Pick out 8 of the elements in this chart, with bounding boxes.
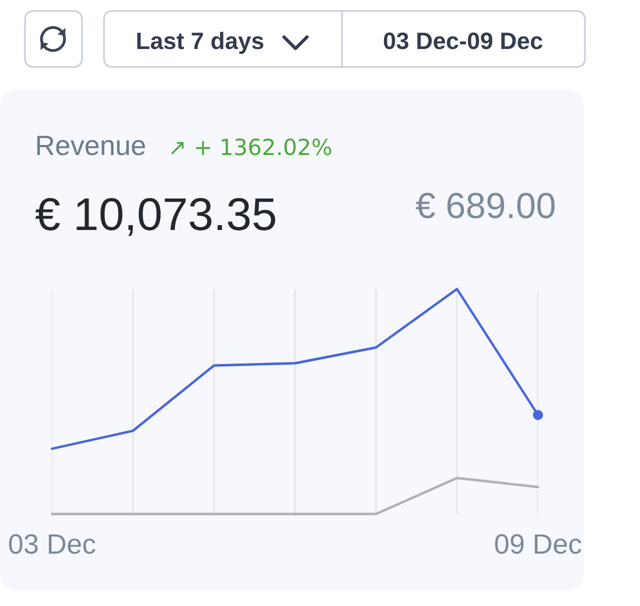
x-tick-label: 09 Dec <box>495 534 582 554</box>
text: € 10,073.35 <box>35 198 276 236</box>
text: 03 Dec-09 Dec <box>384 32 542 50</box>
text: € 689.00 <box>416 192 555 218</box>
text: Last 7 days <box>137 32 264 54</box>
text: ↗ + 1362.02% <box>171 138 332 156</box>
x-tick-label: 03 Dec <box>9 534 96 554</box>
chart-title: Revenue <box>37 136 145 156</box>
